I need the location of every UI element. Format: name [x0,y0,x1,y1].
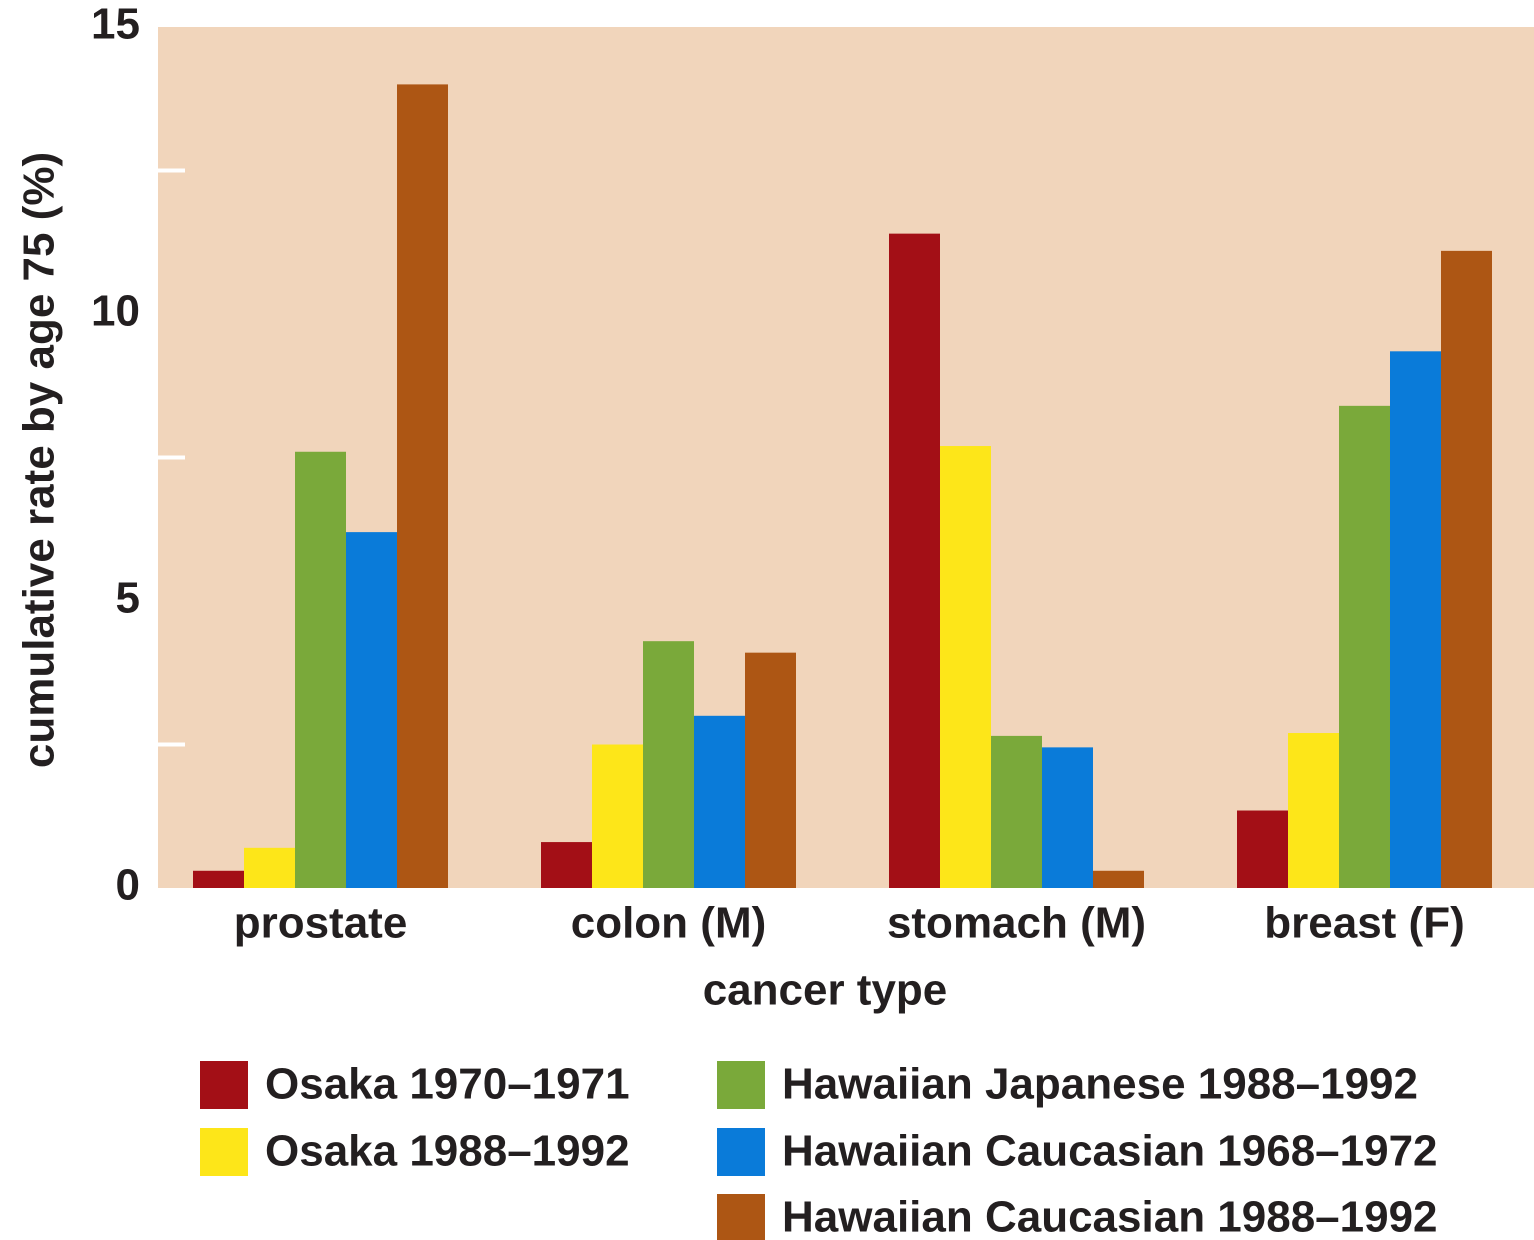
bar [1093,870,1144,888]
legend-label: Osaka 1988–1992 [265,1127,630,1176]
bar [889,233,940,888]
bar [1237,810,1288,888]
bar [295,451,346,888]
bar [745,652,796,888]
bar [346,532,397,888]
legend-label: Hawaiian Caucasian 1968–1972 [782,1127,1438,1176]
bar [541,842,592,888]
x-axis-label: cancer type [703,966,948,1015]
x-tick-label: prostate [234,899,408,948]
legend-swatch [717,1061,765,1109]
bar [1288,733,1339,888]
legend-swatch [717,1128,765,1176]
bar [940,446,991,888]
legend-label: Osaka 1970–1971 [265,1060,630,1109]
legend-swatch [200,1061,248,1109]
legend-label: Hawaiian Japanese 1988–1992 [782,1060,1418,1109]
y-tick-label: 15 [91,0,140,49]
bar [694,715,745,888]
bar [1390,351,1441,888]
y-tick-label: 10 [91,287,140,336]
bar [1042,747,1093,888]
x-tick-label: stomach (M) [887,899,1146,948]
bar [1441,250,1492,889]
bar [193,870,244,888]
y-tick-label: 5 [116,574,140,623]
bar [991,735,1042,888]
bar [1339,405,1390,888]
bar [643,641,694,888]
bar [397,84,448,888]
bar [592,744,643,888]
y-tick-label: 0 [116,861,140,910]
legend-swatch [200,1128,248,1176]
bar [244,847,295,888]
legend-label: Hawaiian Caucasian 1988–1992 [782,1193,1438,1240]
y-axis-label: cumulative rate by age 75 (%) [15,152,64,768]
x-tick-label: colon (M) [571,899,767,948]
legend-swatch [717,1194,765,1240]
x-tick-label: breast (F) [1264,899,1464,948]
